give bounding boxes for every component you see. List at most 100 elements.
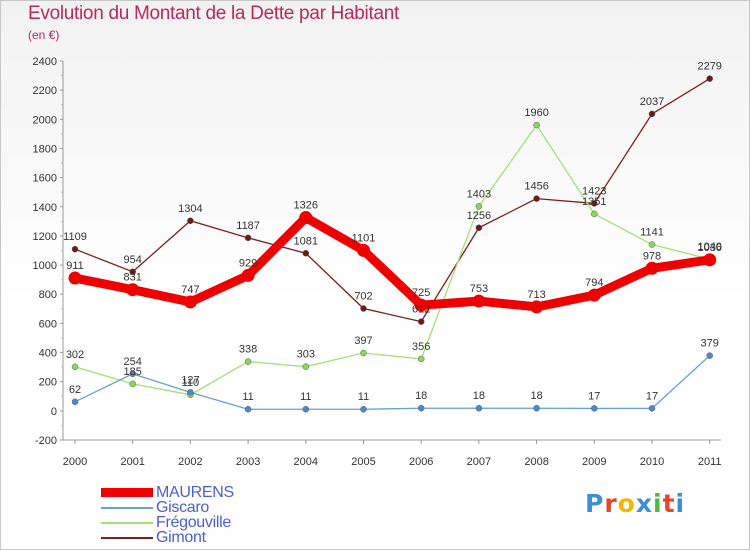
y-tick-label: 600 [39, 318, 57, 330]
data-label-frgouville: 1960 [524, 107, 548, 119]
legend-swatch [101, 536, 153, 539]
series-line-giscaro [74, 354, 711, 410]
data-label-maurens: 1036 [697, 242, 721, 254]
legend-label: Giscaro [156, 499, 210, 516]
data-label-frgouville: 303 [297, 349, 315, 361]
data-label-maurens: 794 [585, 277, 603, 289]
marker-maurens [472, 294, 486, 308]
data-label-maurens: 911 [66, 260, 84, 272]
marker-gimont [591, 200, 598, 207]
x-axis: 2000 2001 2002 2003 2004 2005 2006 2007 2008 2009… [63, 439, 722, 468]
y-tick-label: 1800 [33, 143, 57, 155]
data-label-frgouville: 1403 [467, 188, 491, 200]
marker-frgouville [244, 358, 252, 365]
marker-gimont [71, 245, 79, 253]
series-lines [70, 77, 715, 410]
marker-maurens [414, 298, 428, 312]
data-label-frgouville: 185 [124, 366, 142, 378]
data-label-maurens: 1326 [294, 200, 318, 212]
data-label-frgouville: 302 [66, 349, 84, 361]
x-tick-label: 2011 [698, 456, 722, 468]
legend-item: Frégouville [101, 514, 234, 531]
marker-frgouville [129, 380, 136, 388]
chart-title: Evolution du Montant de la Dette par Hab… [28, 3, 399, 24]
legend-item: Giscaro [101, 499, 234, 516]
legend-label: Gimont [156, 529, 206, 546]
data-label-giscaro: 18 [473, 390, 485, 402]
data-label-gimont: 2037 [640, 96, 664, 108]
legend-swatch [101, 488, 153, 497]
marker-frgouville [475, 203, 483, 210]
legend-swatch [101, 521, 153, 524]
x-tick-label: 2005 [351, 456, 375, 468]
y-tick-label: 2000 [33, 114, 57, 126]
y-tick-label: 2200 [33, 85, 57, 97]
marker-giscaro [244, 405, 252, 413]
marker-giscaro [475, 404, 483, 412]
data-label-maurens: 713 [527, 289, 545, 301]
marker-giscaro [591, 405, 598, 412]
data-label-gimont: 702 [354, 291, 372, 303]
marker-maurens [183, 295, 197, 309]
legend-item: Gimont [101, 529, 234, 546]
marker-maurens [530, 300, 544, 314]
marker-gimont [533, 195, 540, 202]
marker-frgouville [648, 241, 656, 248]
data-label-giscaro: 11 [242, 391, 253, 403]
marker-giscaro [533, 404, 540, 412]
logo-letter: P [585, 489, 605, 518]
series-line-gimont [74, 77, 711, 323]
x-tick-label: 2004 [294, 456, 318, 468]
data-label-gimont: 1304 [178, 203, 202, 215]
legend-label: Frégouville [156, 514, 231, 531]
marker-giscaro [302, 405, 310, 413]
logo-letter: t [662, 489, 676, 518]
marker-gimont [244, 234, 252, 242]
data-label-gimont: 612 [412, 304, 430, 316]
marker-maurens [703, 253, 717, 267]
x-tick-label: 2006 [409, 456, 433, 468]
marker-frgouville [71, 363, 79, 371]
data-label-frgouville: 1351 [582, 196, 606, 208]
marker-gimont [302, 250, 310, 257]
legend: MAURENS Giscaro Frégouville Gimont [101, 485, 234, 546]
y-tick-label: 800 [39, 289, 57, 301]
marker-gimont [475, 224, 483, 232]
marker-gimont [648, 110, 656, 118]
data-label-giscaro: 11 [300, 391, 311, 403]
data-label-frgouville: 338 [239, 344, 257, 356]
data-label-maurens: 831 [124, 272, 142, 284]
data-label-gimont: 1256 [467, 210, 491, 222]
marker-giscaro [417, 404, 425, 412]
data-label-giscaro: 18 [415, 390, 427, 402]
marker-maurens [299, 211, 313, 225]
data-label-gimont: 1456 [524, 181, 548, 193]
marker-giscaro [648, 405, 656, 412]
marker-gimont [417, 318, 425, 325]
data-label-frgouville: 356 [412, 341, 430, 353]
y-tick-label: 1400 [33, 202, 57, 214]
logo-letter: i [675, 489, 686, 518]
logo-letter: x [635, 489, 653, 518]
marker-frgouville [533, 121, 540, 129]
marker-gimont [129, 268, 136, 276]
y-tick-label: 1200 [33, 231, 57, 243]
marker-gimont [187, 217, 194, 225]
data-label-giscaro: 379 [701, 338, 719, 350]
legend-swatch [101, 506, 153, 509]
y-tick-label: 1600 [33, 173, 57, 185]
x-tick-label: 2001 [120, 456, 144, 468]
marker-giscaro [360, 405, 367, 413]
data-label-giscaro: 254 [124, 356, 142, 368]
data-label-maurens: 753 [470, 283, 488, 295]
marker-frgouville [360, 349, 367, 357]
data-label-giscaro: 17 [646, 390, 658, 402]
proxiti-logo: Proxiti [585, 489, 685, 518]
y-tick-label: -200 [35, 435, 57, 447]
marker-maurens [645, 261, 659, 275]
chart-subtitle: (en €) [28, 28, 60, 42]
data-label-giscaro: 62 [69, 384, 81, 396]
x-tick-label: 2008 [524, 456, 548, 468]
